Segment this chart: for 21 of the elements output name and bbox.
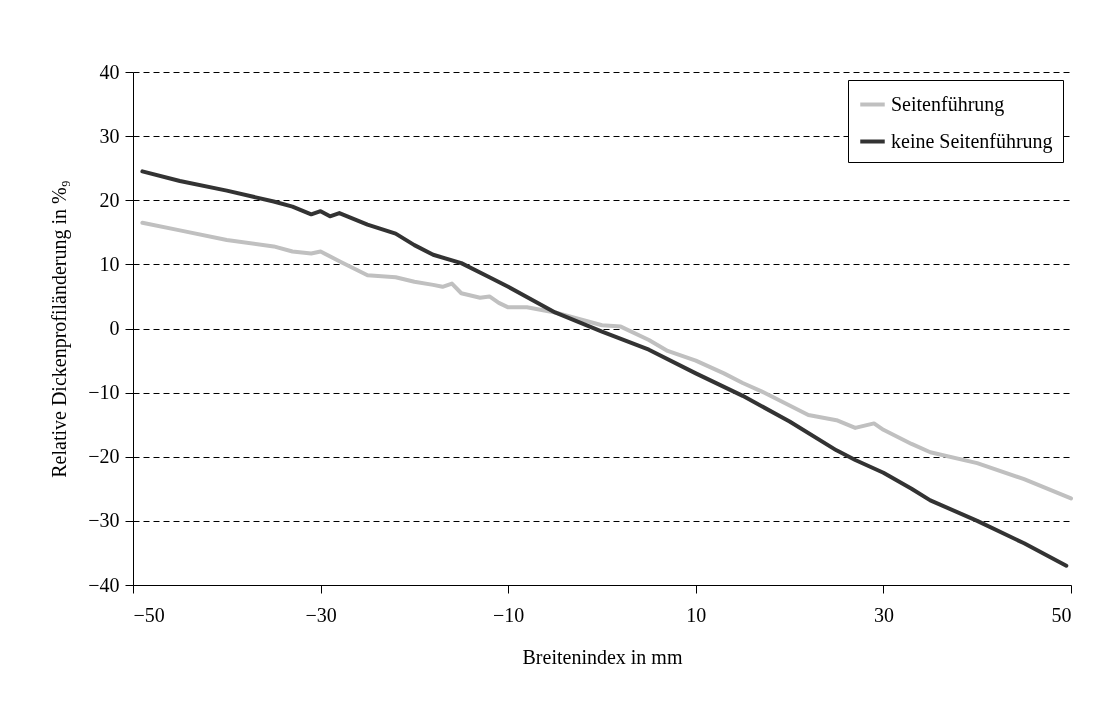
x-tick-label: −50 [133, 603, 165, 626]
x-tick-label: −30 [305, 603, 337, 626]
legend-label: keine Seitenführung [891, 129, 1053, 153]
y-tick-label: 40 [99, 60, 120, 83]
y-axis-title: Relative Dickenprofiländerung in %₉ [48, 180, 72, 478]
y-tick-label: −20 [88, 445, 120, 468]
legend-label: Seitenführung [891, 92, 1005, 116]
x-tick-label: 30 [873, 603, 894, 626]
x-tick-label: 50 [1051, 603, 1072, 626]
y-tick-label: −40 [88, 573, 120, 596]
x-tick-label: −10 [493, 603, 525, 626]
line-series [140, 220, 1073, 501]
y-tick-label: 30 [99, 124, 120, 147]
x-tick-label: 10 [686, 603, 707, 626]
x-axis-title: Breitenindex in mm [522, 645, 683, 668]
y-tick-label: −10 [88, 381, 120, 404]
y-tick-label: 10 [99, 252, 120, 275]
y-tick-label: 20 [99, 188, 120, 211]
y-tick-label: 0 [109, 317, 120, 339]
y-tick-label: −30 [88, 509, 120, 532]
line-series [140, 169, 1069, 568]
